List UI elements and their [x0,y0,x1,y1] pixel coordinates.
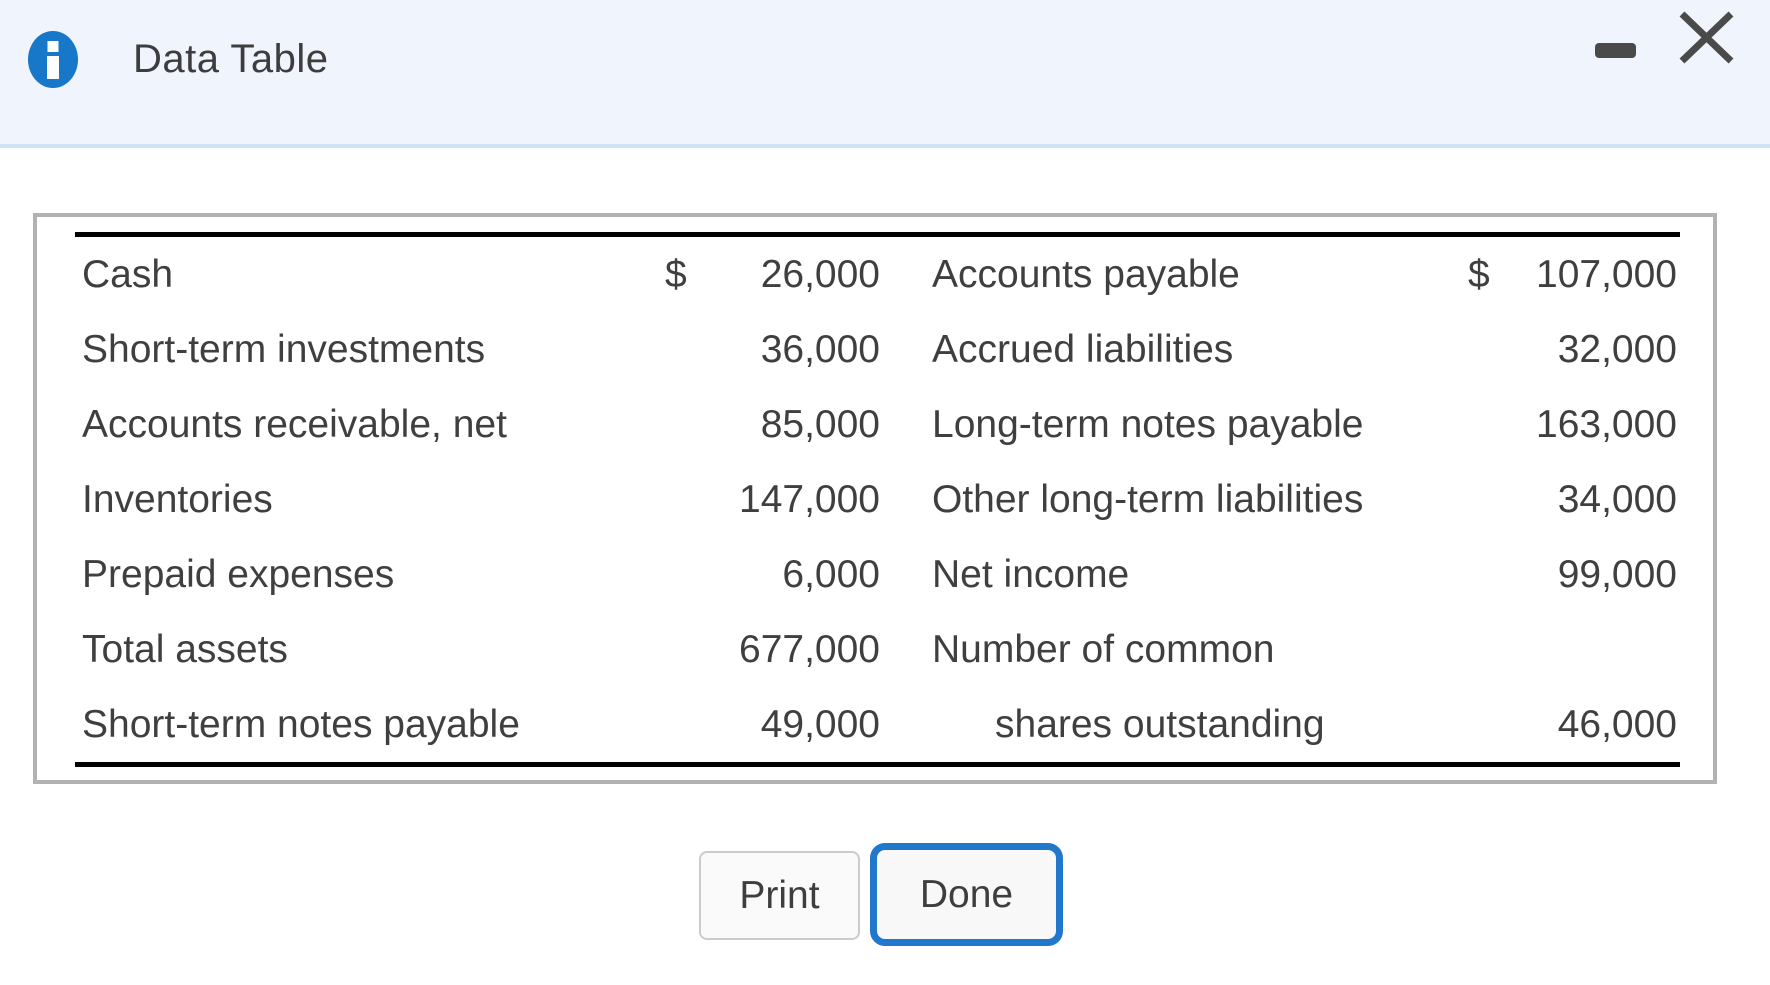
data-table-grid: Cash $26,000 Accounts payable $107,000 Short… [82,237,1677,762]
row-value-left: 677,000 [739,627,880,671]
row-dollar-left [665,687,695,762]
print-button[interactable]: Print [699,851,860,940]
row-label-left: Prepaid expenses [82,552,395,596]
row-dollar-left [665,387,695,462]
row-dollar-right [1468,462,1498,537]
row-dollar-left [665,312,695,387]
dialog-title: Data Table [133,37,329,81]
row-value-right: 107,000 [1536,252,1677,296]
row-value-left: 85,000 [760,402,880,446]
row-label-right: shares outstanding [995,702,1325,746]
row-value-right: 163,000 [1536,402,1677,446]
row-value-left: 26,000 [760,252,880,296]
row-label-left: Inventories [82,477,273,521]
row-label-left: Short-term investments [82,327,486,371]
row-dollar-left [665,537,695,612]
info-icon-stem [47,56,59,79]
row-value-right: 34,000 [1557,477,1677,521]
row-value-left: 147,000 [739,477,880,521]
row-dollar-right [1468,537,1498,612]
row-label-left: Cash [82,252,174,296]
row-label-right: Accounts payable [932,252,1240,296]
row-dollar-right [1468,312,1498,387]
row-value-left: 36,000 [760,327,880,371]
row-value-right [1498,612,1677,687]
close-button[interactable] [1676,9,1736,65]
row-value-right: 99,000 [1557,552,1677,596]
row-label-left: Short-term notes payable [82,702,520,746]
row-label-right: Number of common [932,627,1275,671]
row-dollar-right [1468,687,1498,762]
minimize-button[interactable] [1595,43,1636,58]
close-icon [1679,11,1734,64]
row-value-left: 49,000 [760,702,880,746]
data-table-panel: Cash $26,000 Accounts payable $107,000 Short… [33,213,1717,784]
row-value-right: 46,000 [1557,702,1677,746]
row-label-left: Accounts receivable, net [82,402,507,446]
info-icon [28,31,78,88]
info-icon-dot [47,41,59,52]
done-button[interactable]: Done [870,843,1063,946]
row-dollar-left [665,612,695,687]
table-top-rule [75,232,1680,237]
table-bottom-rule [75,762,1680,767]
row-value-right: 32,000 [1557,327,1677,371]
row-dollar-right [1468,387,1498,462]
row-dollar-right: $ [1468,252,1490,296]
row-value-left: 6,000 [782,552,880,596]
dialog-header: Data Table [0,0,1770,148]
row-dollar-left [665,462,695,537]
row-dollar-left: $ [665,252,687,296]
row-label-right: Long-term notes payable [932,402,1364,446]
row-dollar-right [1468,612,1498,687]
row-label-right: Accrued liabilities [932,327,1234,371]
row-label-right: Other long-term liabilities [932,477,1364,521]
row-label-left: Total assets [82,627,288,671]
row-label-right: Net income [932,552,1130,596]
